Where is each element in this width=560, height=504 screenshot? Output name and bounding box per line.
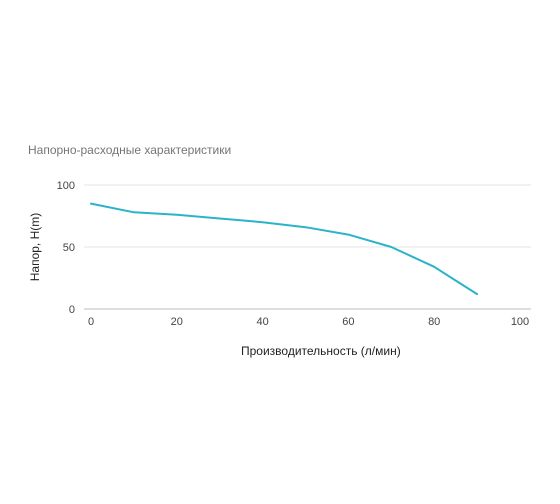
tick-layer: 0 50 100 0 20 40 60 80 100 — [57, 180, 530, 328]
x-tick-label: 40 — [256, 316, 268, 328]
y-tick-label: 0 — [69, 304, 75, 316]
x-tick-label: 100 — [511, 316, 529, 328]
y-tick-label: 50 — [63, 242, 75, 254]
series-layer — [90, 202, 479, 296]
y-tick-label: 100 — [57, 180, 75, 192]
chart-title: Напорно-расходные характеристики — [28, 143, 232, 157]
x-tick-label: 60 — [342, 316, 354, 328]
grid-layer — [84, 184, 531, 310]
x-tick-label: 0 — [88, 316, 94, 328]
x-tick-label: 80 — [428, 316, 440, 328]
x-axis-label: Производительность (л/мин) — [241, 344, 401, 358]
x-tick-label: 20 — [171, 316, 183, 328]
series-line — [90, 202, 479, 296]
